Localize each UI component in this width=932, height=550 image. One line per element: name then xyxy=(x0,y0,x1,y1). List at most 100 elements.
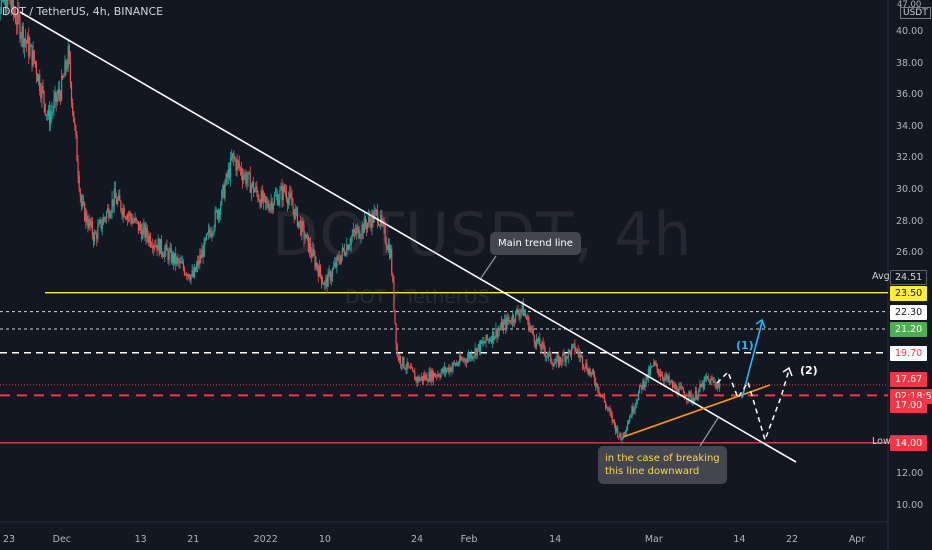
candle-body xyxy=(299,220,301,222)
candle-body xyxy=(415,377,417,381)
candle-body xyxy=(265,196,267,203)
candle-body xyxy=(678,387,680,396)
symbol-header[interactable]: DOT / TetherUS, 4h, BINANCE xyxy=(2,5,164,18)
candle-body xyxy=(349,244,351,247)
candle-body xyxy=(635,402,637,405)
candle-body xyxy=(38,74,40,82)
candle-body xyxy=(648,368,651,375)
main-trend-callout[interactable]: Main trend line xyxy=(490,232,581,255)
candle-body xyxy=(143,224,145,229)
candle-body xyxy=(104,218,107,220)
candle-body xyxy=(212,232,214,234)
candle-body xyxy=(192,270,194,277)
candle-body xyxy=(116,199,119,205)
candle-body xyxy=(617,427,619,437)
candle-body xyxy=(113,188,115,207)
candle-body xyxy=(710,378,712,385)
candle-body xyxy=(348,246,350,250)
rising-support-line xyxy=(622,384,771,438)
currency-unit[interactable]: USDT xyxy=(900,7,931,19)
candle-body xyxy=(474,348,476,356)
candle-body xyxy=(481,340,483,344)
candle-body xyxy=(346,244,348,256)
candle-body xyxy=(367,222,369,229)
candle-body xyxy=(699,384,701,390)
candle-body xyxy=(526,316,528,320)
candle-body xyxy=(624,431,626,435)
candle-body xyxy=(129,213,131,216)
candle-body xyxy=(339,261,341,264)
candle-body xyxy=(399,356,402,365)
candle-body xyxy=(403,356,405,368)
candle-body xyxy=(443,367,445,373)
candle-body xyxy=(657,368,659,374)
candle-body xyxy=(99,219,101,223)
candle-body xyxy=(368,216,370,223)
break-note-callout[interactable]: in the case of breaking this line downwa… xyxy=(598,446,727,484)
candle-body xyxy=(30,45,32,47)
candle-body xyxy=(450,367,452,372)
price-tag[interactable]: 14.00 xyxy=(890,435,928,451)
candle-body xyxy=(70,82,73,103)
candle-body xyxy=(292,205,294,210)
candle-body xyxy=(519,312,521,317)
candle-body xyxy=(456,363,459,365)
candle-body xyxy=(4,0,6,2)
price-tag[interactable]: 17.00 xyxy=(890,398,928,414)
candle-body xyxy=(452,362,454,368)
candle-body xyxy=(610,411,612,415)
candle-body xyxy=(663,378,665,381)
candle-body xyxy=(141,229,143,239)
candle-body xyxy=(23,38,25,47)
candle-body xyxy=(417,376,419,383)
candle-body xyxy=(577,349,579,354)
candle-body xyxy=(647,368,649,379)
candle-body xyxy=(380,215,382,226)
candle-body xyxy=(461,359,463,361)
candle-body xyxy=(157,239,159,251)
candle-body xyxy=(239,167,241,169)
candle-body xyxy=(5,0,7,13)
candle-body xyxy=(338,256,340,262)
candle-body xyxy=(256,186,258,193)
candle-body xyxy=(712,379,714,382)
candle-body xyxy=(672,384,675,388)
candle-body xyxy=(633,409,635,413)
candle-body xyxy=(576,349,578,352)
candle-body xyxy=(453,362,455,364)
candle-body xyxy=(221,190,223,205)
candle-body xyxy=(337,256,339,258)
price-tag[interactable]: 17.67 xyxy=(890,371,928,387)
candle-body xyxy=(95,233,97,235)
price-tag[interactable]: 23.50 xyxy=(890,285,928,301)
candle-body xyxy=(714,381,716,385)
candle-body xyxy=(266,201,268,203)
candle-body xyxy=(694,391,697,399)
candle-body xyxy=(611,414,613,422)
candle-body xyxy=(482,341,484,344)
price-tag[interactable]: 22.30 xyxy=(890,304,928,320)
candle-body xyxy=(233,153,235,159)
price-tag[interactable]: 19.70 xyxy=(890,345,928,361)
candle-body xyxy=(555,357,557,364)
candle-body xyxy=(521,302,523,310)
candle-body xyxy=(583,365,585,368)
time-tick-label: Mar xyxy=(644,534,663,545)
candle-body xyxy=(361,224,363,236)
candle-body xyxy=(179,261,181,264)
candle-body xyxy=(31,45,33,66)
candle-body xyxy=(518,313,520,317)
candle-body xyxy=(43,90,45,104)
price-tag[interactable]: 21.20 xyxy=(890,322,928,338)
candle-body xyxy=(602,397,604,398)
candle-body xyxy=(205,234,207,240)
candle-body xyxy=(114,188,116,198)
candle-body xyxy=(216,209,218,219)
price-tag[interactable]: 24.51 xyxy=(890,269,928,285)
candle-body xyxy=(120,201,122,211)
candle-body xyxy=(39,74,41,92)
candle-body xyxy=(441,368,443,373)
candle-body xyxy=(315,262,317,267)
candle-body xyxy=(496,328,498,338)
